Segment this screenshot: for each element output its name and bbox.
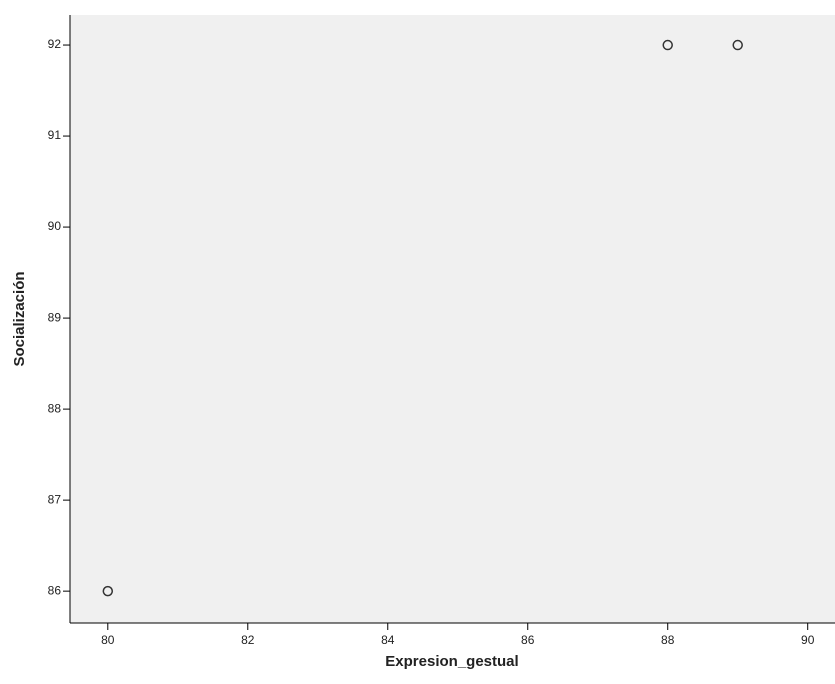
y-tick-label: 87 <box>48 492 62 506</box>
point <box>102 585 114 597</box>
y-tick-label: 92 <box>48 37 62 51</box>
x-tick-label: 82 <box>241 633 255 647</box>
y-tick-label: 88 <box>48 401 62 415</box>
point <box>732 39 743 51</box>
y-tick-label: 91 <box>48 128 62 142</box>
y-tick-label: 86 <box>48 583 62 597</box>
x-tick-label: 80 <box>101 633 115 647</box>
x-tick-label: 86 <box>521 633 535 647</box>
x-axis-label: Expresion_gestual <box>385 653 518 670</box>
x-tick-label: 90 <box>801 633 815 647</box>
plot-area <box>70 15 835 623</box>
x-tick-label: 84 <box>381 633 395 647</box>
y-axis-label: Socialización <box>11 271 28 366</box>
x-tick-label: 88 <box>661 633 675 647</box>
y-tick-label: 90 <box>48 219 62 233</box>
y-tick-label: 89 <box>48 310 62 324</box>
point <box>662 39 673 51</box>
